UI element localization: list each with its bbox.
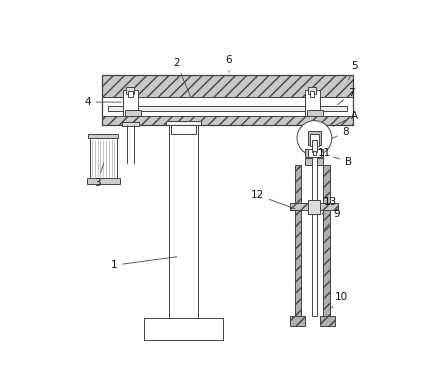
- Bar: [290, 316, 305, 326]
- Text: 1: 1: [111, 257, 177, 270]
- Bar: [128, 91, 133, 96]
- Bar: [123, 90, 138, 116]
- Bar: [323, 165, 330, 316]
- Bar: [108, 105, 347, 110]
- Bar: [102, 97, 353, 116]
- Bar: [88, 135, 118, 138]
- Text: 5: 5: [349, 61, 358, 80]
- Text: 10: 10: [330, 292, 348, 310]
- Bar: [309, 200, 321, 214]
- Text: 9: 9: [324, 209, 340, 230]
- Text: 4: 4: [84, 97, 122, 107]
- Bar: [313, 151, 316, 156]
- Text: 13: 13: [322, 198, 337, 214]
- Bar: [308, 149, 321, 157]
- Bar: [102, 116, 353, 124]
- Bar: [87, 179, 120, 184]
- Bar: [102, 75, 353, 124]
- Bar: [166, 121, 201, 124]
- Bar: [310, 135, 319, 146]
- Text: A: A: [333, 110, 358, 126]
- Bar: [90, 138, 117, 179]
- Circle shape: [297, 121, 332, 156]
- Bar: [305, 149, 323, 157]
- Bar: [308, 131, 321, 145]
- Bar: [122, 123, 139, 126]
- Bar: [305, 90, 320, 116]
- Bar: [305, 123, 319, 131]
- Bar: [290, 203, 338, 210]
- Bar: [309, 124, 316, 132]
- Text: B: B: [333, 157, 353, 167]
- Bar: [295, 165, 301, 316]
- Bar: [169, 124, 198, 318]
- Bar: [308, 87, 316, 94]
- Text: 7: 7: [337, 88, 355, 105]
- Bar: [305, 158, 323, 165]
- Bar: [312, 153, 317, 316]
- Bar: [102, 75, 353, 97]
- Text: 12: 12: [251, 190, 295, 209]
- Bar: [307, 110, 323, 116]
- Bar: [125, 110, 141, 116]
- Bar: [312, 140, 317, 152]
- Text: 8: 8: [332, 127, 349, 138]
- Text: 6: 6: [226, 55, 232, 72]
- Bar: [321, 316, 335, 326]
- Text: 11: 11: [318, 148, 332, 158]
- Bar: [126, 87, 134, 94]
- Text: 3: 3: [94, 163, 104, 188]
- Bar: [144, 318, 223, 340]
- Bar: [309, 91, 314, 96]
- Bar: [170, 124, 196, 133]
- Text: 2: 2: [173, 58, 190, 96]
